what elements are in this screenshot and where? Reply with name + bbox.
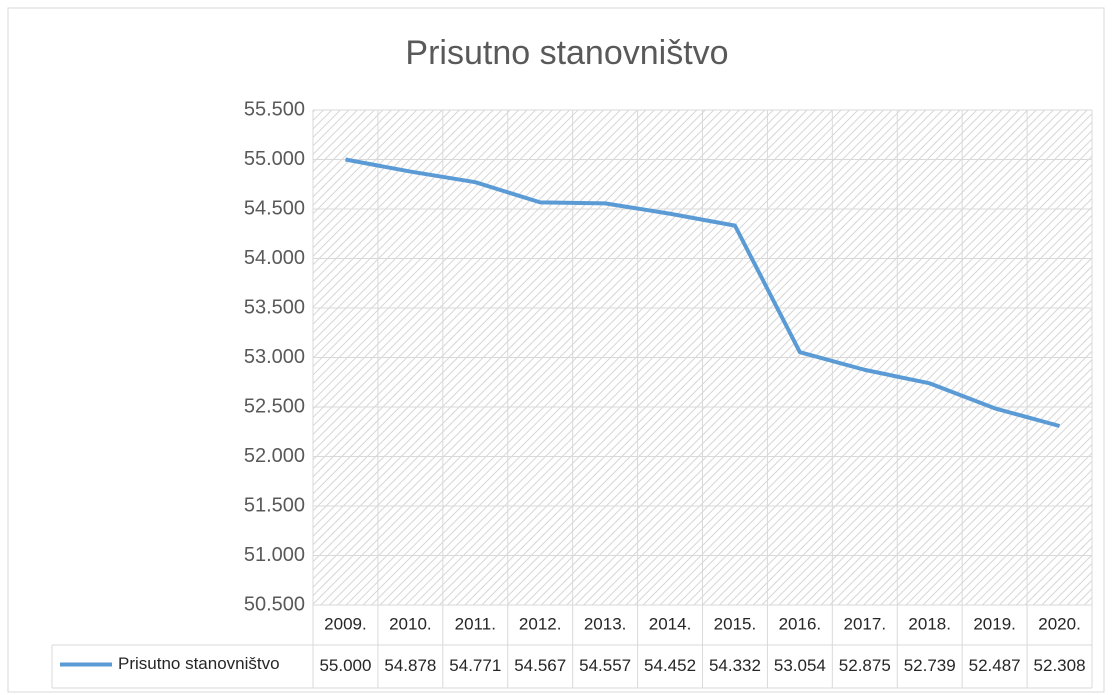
y-tick-label: 54.000	[244, 247, 305, 269]
y-tick-label: 55.000	[244, 148, 305, 170]
x-tick-label: 2016.	[779, 614, 822, 633]
table-value: 53.054	[774, 656, 826, 675]
y-tick-label: 52.000	[244, 445, 305, 467]
table-value: 52.308	[1034, 656, 1086, 675]
x-tick-label: 2017.	[844, 614, 887, 633]
x-tick-label: 2012.	[519, 614, 562, 633]
table-value: 54.452	[644, 656, 696, 675]
y-tick-label: 51.500	[244, 494, 305, 516]
x-tick-label: 2013.	[584, 614, 627, 633]
legend-label: Prisutno stanovništvo	[118, 654, 280, 673]
chart-title: Prisutno stanovništvo	[405, 34, 728, 72]
x-tick-label: 2015.	[714, 614, 757, 633]
table-value: 54.878	[384, 656, 436, 675]
table-value: 54.771	[449, 656, 501, 675]
table-value: 54.557	[579, 656, 631, 675]
x-tick-label: 2011.	[455, 614, 496, 633]
x-tick-label: 2019.	[973, 614, 1016, 633]
series-line	[345, 157, 1061, 428]
table-value: 52.487	[969, 656, 1021, 675]
table-value: 54.332	[709, 656, 761, 675]
y-tick-label: 55.500	[244, 98, 305, 120]
y-tick-label: 54.500	[244, 197, 305, 219]
y-tick-label: 53.500	[244, 296, 305, 318]
x-tick-label: 2010.	[389, 614, 432, 633]
y-tick-label: 53.000	[244, 346, 305, 368]
table-value: 52.875	[839, 656, 891, 675]
y-tick-label: 52.500	[244, 395, 305, 417]
x-tick-label: 2014.	[649, 614, 692, 633]
y-tick-label: 50.500	[244, 593, 305, 615]
y-tick-label: 51.000	[244, 544, 305, 566]
x-tick-label: 2009.	[324, 614, 367, 633]
x-tick-label: 2020.	[1038, 614, 1081, 633]
table-value: 54.567	[514, 656, 566, 675]
x-tick-label: 2018.	[908, 614, 951, 633]
table-value: 55.000	[319, 656, 371, 675]
table-value: 52.739	[904, 656, 956, 675]
